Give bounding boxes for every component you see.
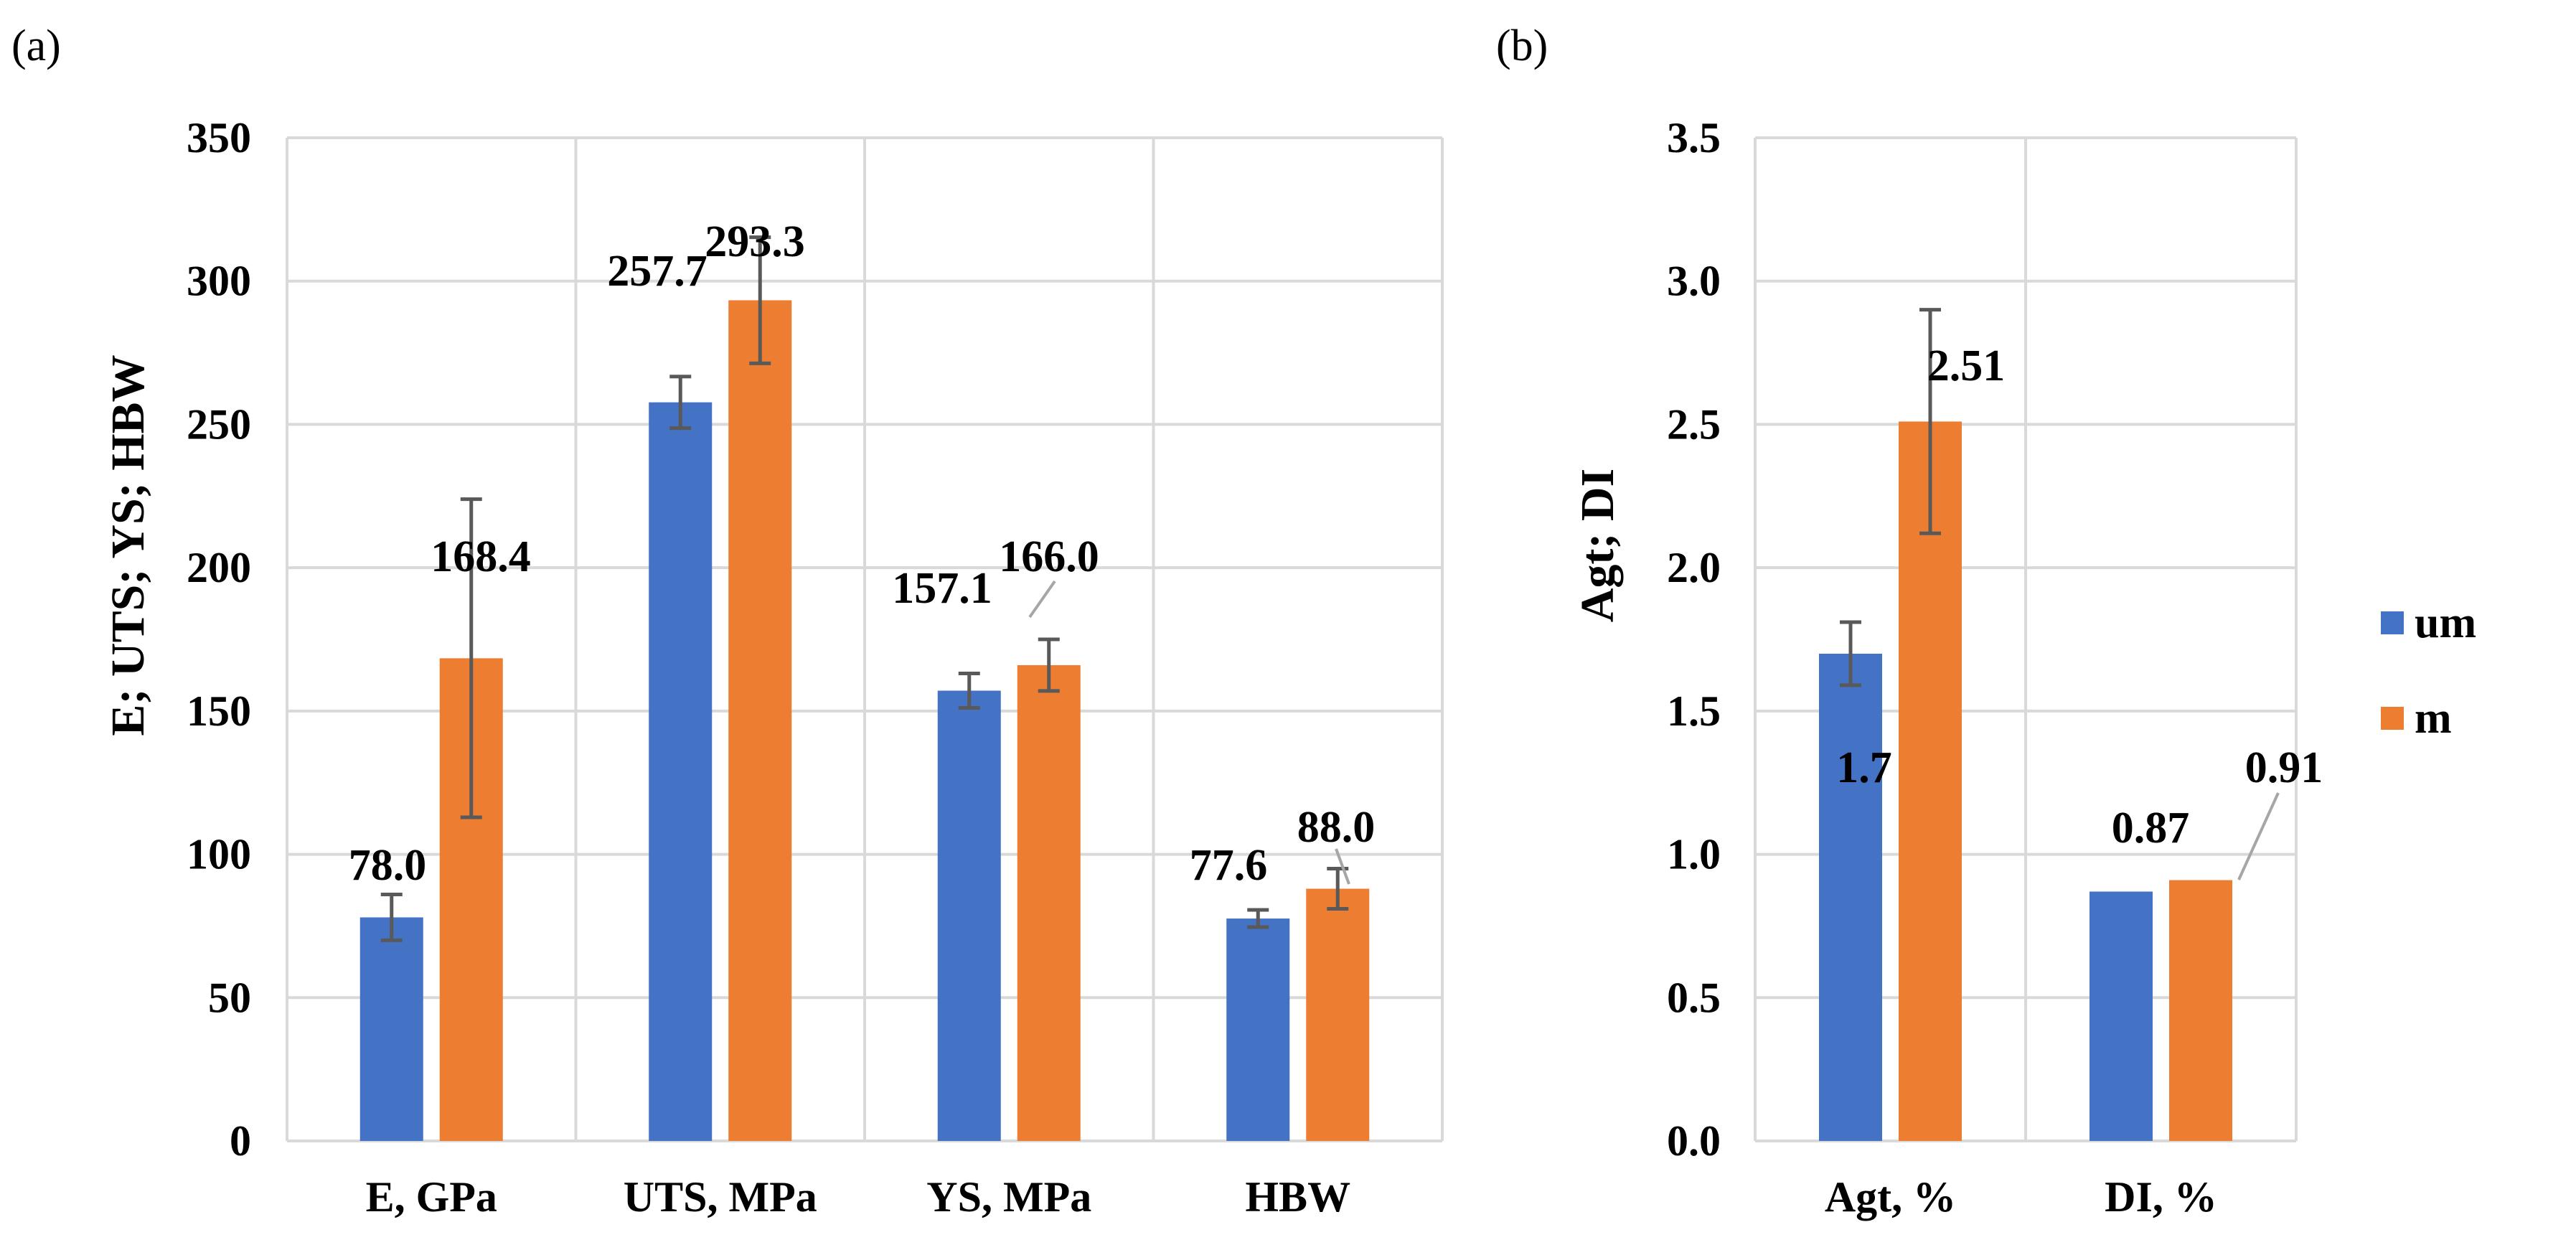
bar-um-3 — [1226, 919, 1290, 1141]
leader-line-m-2 — [1028, 580, 1056, 619]
legend-swatch-um — [2381, 611, 2404, 634]
bar-um-0 — [1819, 653, 1882, 1141]
error-bar-um-0 — [1840, 620, 1861, 687]
bar-um-1 — [649, 402, 713, 1141]
x-tick-label: YS, MPa — [926, 1173, 1091, 1221]
y-tick-label: 50 — [208, 974, 251, 1021]
data-label-um-1: 0.87 — [2112, 804, 2190, 852]
bar-um-0 — [359, 917, 423, 1141]
bar-m-3 — [1306, 888, 1370, 1141]
leader-line-m-3 — [1335, 848, 1350, 885]
data-label-um-3: 77.6 — [1190, 841, 1268, 890]
data-label-um-0: 78.0 — [349, 841, 427, 890]
y-tick-label: 0.5 — [1667, 974, 1721, 1021]
error-bar-m-1 — [749, 235, 771, 365]
bar-m-1 — [728, 300, 792, 1141]
bars-b — [1819, 421, 2232, 1141]
bars-a — [359, 300, 1370, 1141]
error-bar-um-1 — [669, 375, 692, 431]
error-bar-um-2 — [958, 672, 980, 710]
bar-m-0 — [1899, 421, 1962, 1141]
legend-swatch-m — [2381, 707, 2404, 730]
y-tick-label: 300 — [187, 258, 251, 305]
chart-a: (a) E; UTS; YS; HBW 0 50 100 150 200 250 300 35… — [11, 22, 1444, 1221]
y-axis-label-b: Agt; DI — [1571, 469, 1624, 622]
y-tick-label: 200 — [187, 544, 251, 591]
y-tick-label: 150 — [187, 687, 251, 735]
data-label-um-0: 1.7 — [1836, 743, 1892, 792]
data-label-um-2: 157.1 — [892, 564, 992, 613]
bar-m-2 — [1017, 664, 1081, 1141]
data-label-um-1: 257.7 — [607, 247, 708, 296]
y-axis-label-a: E; UTS; YS; HBW — [102, 354, 154, 736]
error-bar-m-2 — [1038, 637, 1060, 693]
x-tick-label: UTS, MPa — [624, 1173, 817, 1221]
error-bar-m-3 — [1327, 867, 1349, 911]
x-tick-label: DI, % — [2105, 1173, 2217, 1221]
bar-m-1 — [2169, 880, 2232, 1141]
x-tick-label: E, GPa — [366, 1173, 497, 1221]
panel-label-a: (a) — [11, 22, 61, 70]
legend: um m — [2381, 598, 2476, 743]
error-bar-um-3 — [1247, 908, 1269, 929]
leader-line-m-1 — [2237, 792, 2280, 880]
x-tick-labels-a: E, GPa UTS, MPa YS, MPa HBW — [366, 1173, 1351, 1221]
y-tick-labels-b: 0.0 0.5 1.0 1.5 2.0 2.5 3.0 3.5 — [1667, 114, 1721, 1165]
error-bar-m-0 — [1919, 308, 1941, 535]
legend-label-m: m — [2415, 694, 2452, 743]
data-label-m-2: 166.0 — [999, 532, 1099, 581]
y-tick-label: 1.5 — [1667, 687, 1721, 735]
error-bars-b — [1840, 308, 1941, 687]
data-label-m-1: 0.91 — [2245, 743, 2323, 792]
y-tick-labels-a: 0 50 100 150 200 250 300 350 — [187, 114, 251, 1165]
y-tick-label: 0 — [230, 1117, 251, 1165]
data-labels-b: 1.7 2.51 0.87 0.91 — [1836, 342, 2323, 880]
data-label-m-1: 293.3 — [705, 217, 805, 266]
error-bars-a — [380, 235, 1349, 942]
y-tick-label: 1.0 — [1667, 831, 1721, 878]
data-label-m-0: 168.4 — [431, 532, 531, 581]
error-bar-m-0 — [460, 497, 482, 819]
error-bar-um-0 — [380, 892, 403, 942]
y-tick-label: 350 — [187, 114, 251, 161]
y-tick-label: 2.0 — [1667, 544, 1721, 591]
data-label-m-0: 2.51 — [1927, 342, 2006, 390]
y-tick-label: 3.5 — [1667, 114, 1721, 161]
legend-label-um: um — [2415, 598, 2476, 647]
bar-um-2 — [937, 690, 1001, 1141]
x-tick-labels-b: Agt, % DI, % — [1825, 1173, 2217, 1221]
y-tick-label: 0.0 — [1667, 1117, 1721, 1165]
y-tick-label: 100 — [187, 831, 251, 878]
y-tick-label: 250 — [187, 400, 251, 448]
chart-b: (b) Agt; DI 0.0 0.5 1.0 1.5 2.0 2.5 3.0 3.5 1.7… — [1496, 22, 2323, 1221]
y-tick-label: 2.5 — [1667, 400, 1721, 448]
data-label-m-3: 88.0 — [1297, 803, 1376, 852]
panel-label-b: (b) — [1496, 22, 1548, 70]
x-tick-label: Agt, % — [1825, 1173, 1956, 1221]
x-tick-label: HBW — [1245, 1173, 1350, 1221]
bar-um-1 — [2090, 891, 2153, 1141]
y-tick-label: 3.0 — [1667, 258, 1721, 305]
